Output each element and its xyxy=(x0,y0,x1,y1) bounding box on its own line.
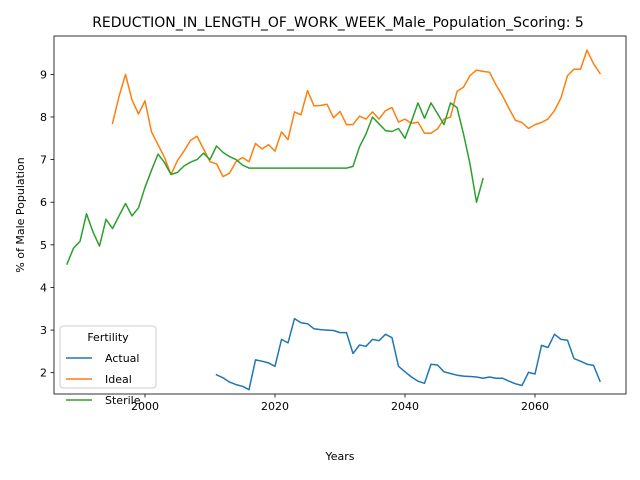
x-axis-label: Years xyxy=(324,450,354,463)
x-axis: 2000 2020 2040 2060 xyxy=(131,394,549,413)
y-tick-label: 6 xyxy=(40,196,47,209)
chart-title: REDUCTION_IN_LENGTH_OF_WORK_WEEK_Male_Po… xyxy=(92,15,584,31)
legend-box xyxy=(59,325,157,389)
y-tick-label: 9 xyxy=(40,68,47,81)
y-tick-label: 5 xyxy=(40,239,47,252)
axes-frame xyxy=(53,35,627,395)
x-tick-label: 2020 xyxy=(261,400,289,413)
legend-label-sterile: Sterile xyxy=(105,394,141,407)
y-axis: 2 3 4 5 6 7 8 9 xyxy=(40,68,54,380)
y-tick-label: 3 xyxy=(40,324,47,337)
y-tick-label: 8 xyxy=(40,111,47,124)
legend-label-ideal: Ideal xyxy=(105,373,132,386)
x-tick-label: 2000 xyxy=(131,400,159,413)
legend-title: Fertility xyxy=(87,331,129,344)
y-tick-label: 2 xyxy=(40,367,47,380)
x-tick-label: 2040 xyxy=(391,400,419,413)
x-tick-label: 2060 xyxy=(521,400,549,413)
y-axis-label: % of Male Population xyxy=(14,157,27,272)
y-tick-label: 4 xyxy=(40,281,47,294)
legend: Fertility Actual Ideal Sterile xyxy=(59,325,157,407)
series-line-sterile xyxy=(66,102,484,265)
series-line-actual xyxy=(215,317,601,391)
legend-label-actual: Actual xyxy=(105,352,139,365)
legend-entries: Actual Ideal Sterile xyxy=(66,352,141,407)
series-line-ideal xyxy=(111,49,602,178)
y-tick-label: 7 xyxy=(40,154,47,167)
plot-area xyxy=(66,49,602,391)
